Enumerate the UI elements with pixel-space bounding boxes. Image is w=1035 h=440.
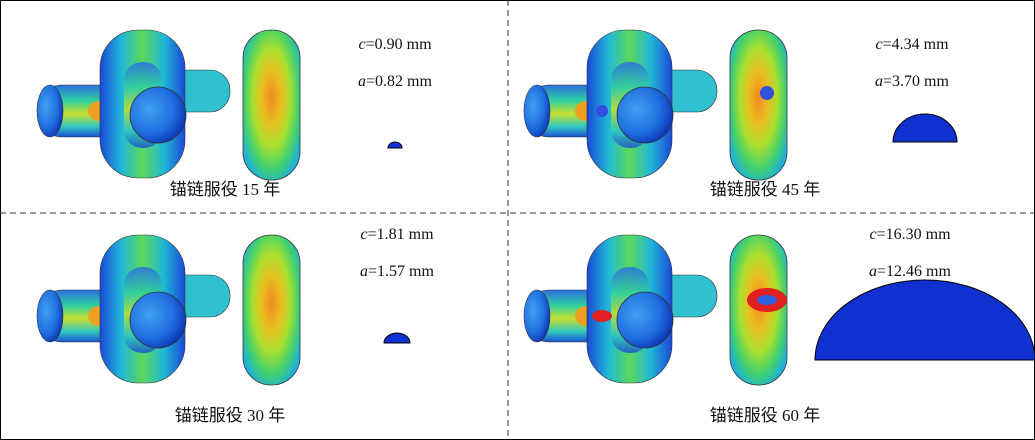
symbol: c [869, 226, 876, 243]
symbol: c [875, 36, 882, 53]
caption: 锚链服役 30 年 [175, 406, 286, 425]
caption: 锚链服役 15 年 [170, 180, 281, 199]
chain-model [37, 235, 300, 385]
value: =1.57 mm [368, 263, 434, 280]
chain-model [524, 235, 787, 385]
figure: c=0.90 mma=0.82 mm锚链服役 15 年c=4.34 mma=3.… [0, 0, 1035, 440]
symbol: a [360, 263, 368, 280]
value: =12.46 mm [877, 263, 951, 280]
caption: 锚链服役 60 年 [710, 406, 821, 425]
symbol: c [360, 226, 367, 243]
value: =4.34 mm [883, 36, 949, 53]
param-a: a=0.82 mm [358, 73, 432, 90]
param-a: a=1.57 mm [360, 263, 434, 280]
param-c: c=0.90 mm [358, 36, 432, 53]
symbol: a [875, 73, 883, 90]
value: =0.82 mm [366, 73, 432, 90]
symbol: a [869, 263, 877, 280]
param-a: a=12.46 mm [869, 263, 951, 280]
param-a: a=3.70 mm [875, 73, 949, 90]
value: =0.90 mm [366, 36, 432, 53]
symbol: a [358, 73, 366, 90]
chain-model [37, 30, 300, 180]
value: =16.30 mm [877, 226, 951, 243]
param-c: c=4.34 mm [875, 36, 949, 53]
chain-model [524, 30, 787, 180]
value: =1.81 mm [368, 226, 434, 243]
value: =3.70 mm [883, 73, 949, 90]
param-c: c=1.81 mm [360, 226, 434, 243]
caption: 锚链服役 45 年 [710, 180, 821, 199]
param-c: c=16.30 mm [869, 226, 951, 243]
page: c=0.90 mma=0.82 mm锚链服役 15 年c=4.34 mma=3.… [0, 0, 1035, 440]
symbol: c [358, 36, 365, 53]
